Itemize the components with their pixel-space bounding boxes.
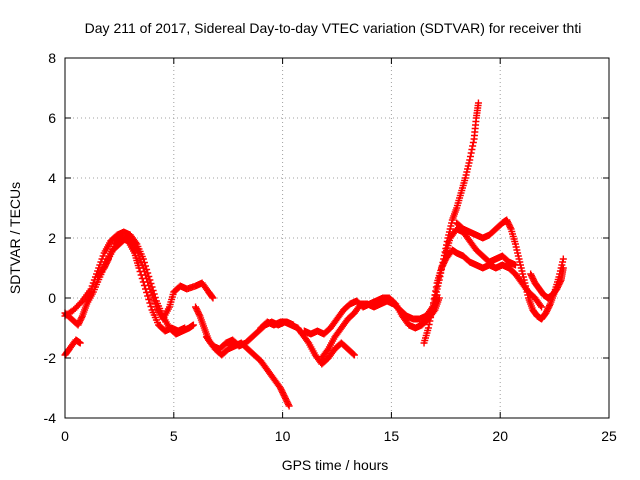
data-point-marker xyxy=(104,257,112,264)
data-point-marker xyxy=(208,293,216,301)
y-tick-label: -2 xyxy=(44,350,57,366)
data-point-marker xyxy=(559,264,567,272)
data-point-marker xyxy=(441,248,449,256)
data-point-marker xyxy=(284,401,292,408)
x-axis-label: GPS time / hours xyxy=(282,457,389,473)
data-point-marker xyxy=(424,324,432,332)
data-point-marker xyxy=(145,273,153,280)
data-point-marker xyxy=(536,302,544,309)
data-series xyxy=(61,99,567,410)
data-point-marker xyxy=(469,142,477,150)
data-point-marker xyxy=(148,283,156,291)
x-tick-label: 15 xyxy=(384,428,400,444)
data-point-marker xyxy=(142,285,150,293)
data-point-marker xyxy=(556,278,564,285)
x-tick-label: 20 xyxy=(492,428,508,444)
data-point-marker xyxy=(426,317,434,325)
data-point-marker xyxy=(189,321,197,329)
data-point-marker xyxy=(146,276,154,284)
data-point-marker xyxy=(546,302,554,309)
data-point-marker xyxy=(145,296,153,303)
data-point-marker xyxy=(506,224,514,231)
series-track-l xyxy=(442,225,519,269)
data-point-marker xyxy=(209,294,217,302)
data-point-marker xyxy=(427,314,435,321)
data-point-marker xyxy=(151,294,159,301)
data-point-marker xyxy=(349,350,357,358)
data-point-marker xyxy=(149,287,157,294)
data-point-marker xyxy=(147,280,155,287)
data-point-marker xyxy=(437,266,445,273)
data-point-marker xyxy=(136,268,144,275)
chart-title: Day 211 of 2017, Sidereal Day-to-day VTE… xyxy=(85,20,582,36)
grid-lines xyxy=(65,58,609,418)
series-track-n xyxy=(527,264,567,302)
data-point-marker xyxy=(425,321,433,328)
data-point-marker xyxy=(135,264,143,272)
data-point-marker xyxy=(466,156,474,164)
data-point-marker xyxy=(437,269,445,277)
data-point-marker xyxy=(139,255,147,263)
y-tick-label: -4 xyxy=(44,410,57,426)
data-point-marker xyxy=(439,259,447,266)
data-point-marker xyxy=(436,273,444,280)
series-track-m xyxy=(453,216,567,323)
data-point-marker xyxy=(428,307,436,314)
data-point-marker xyxy=(430,295,438,303)
y-tick-label: 4 xyxy=(48,170,56,186)
x-tick-label: 25 xyxy=(601,428,617,444)
data-point-marker xyxy=(468,146,476,153)
data-point-marker xyxy=(438,262,446,270)
x-tick-label: 10 xyxy=(275,428,291,444)
data-point-marker xyxy=(469,139,477,146)
data-point-marker xyxy=(146,299,154,307)
data-point-marker xyxy=(132,239,140,246)
series-track-g xyxy=(257,318,297,332)
data-point-marker xyxy=(181,324,189,332)
data-point-marker xyxy=(435,276,443,284)
data-point-marker xyxy=(144,269,152,277)
y-tick-label: 8 xyxy=(48,50,56,66)
data-point-marker xyxy=(195,311,203,318)
series-track-i xyxy=(318,291,441,362)
x-tick-label: 0 xyxy=(61,428,69,444)
y-axis-label: SDTVAR / TECUs xyxy=(7,182,23,294)
data-point-marker xyxy=(559,255,567,263)
data-point-marker xyxy=(429,299,437,307)
data-point-marker xyxy=(350,351,358,359)
data-point-marker xyxy=(147,303,155,310)
data-point-marker xyxy=(143,266,151,273)
data-point-marker xyxy=(474,99,482,107)
y-tick-label: 0 xyxy=(48,290,56,306)
data-point-marker xyxy=(150,290,158,298)
x-tick-label: 5 xyxy=(170,428,178,444)
data-point-marker xyxy=(285,402,293,410)
data-point-marker xyxy=(139,278,147,286)
data-point-marker xyxy=(143,289,151,296)
data-point-marker xyxy=(76,339,84,347)
data-point-marker xyxy=(467,149,475,157)
data-point-marker xyxy=(440,255,448,263)
data-point-marker xyxy=(138,275,146,282)
data-point-marker xyxy=(137,271,145,279)
data-point-marker xyxy=(144,292,152,300)
data-point-marker xyxy=(140,282,148,289)
data-point-marker xyxy=(140,259,148,266)
series-track-d xyxy=(94,234,189,335)
data-point-marker xyxy=(429,303,437,311)
data-point-marker xyxy=(466,153,474,160)
axis-ticks: 0 5 10 15 20 25 -4 -2 0 2 4 6 8 xyxy=(44,50,617,444)
y-tick-label: 6 xyxy=(48,110,56,126)
data-point-marker xyxy=(538,303,546,311)
data-point-marker xyxy=(427,310,435,318)
series-track-e xyxy=(192,303,293,410)
data-point-marker xyxy=(289,321,297,329)
data-point-marker xyxy=(142,262,150,270)
y-tick-label: 2 xyxy=(48,230,56,246)
data-point-marker xyxy=(78,314,86,321)
